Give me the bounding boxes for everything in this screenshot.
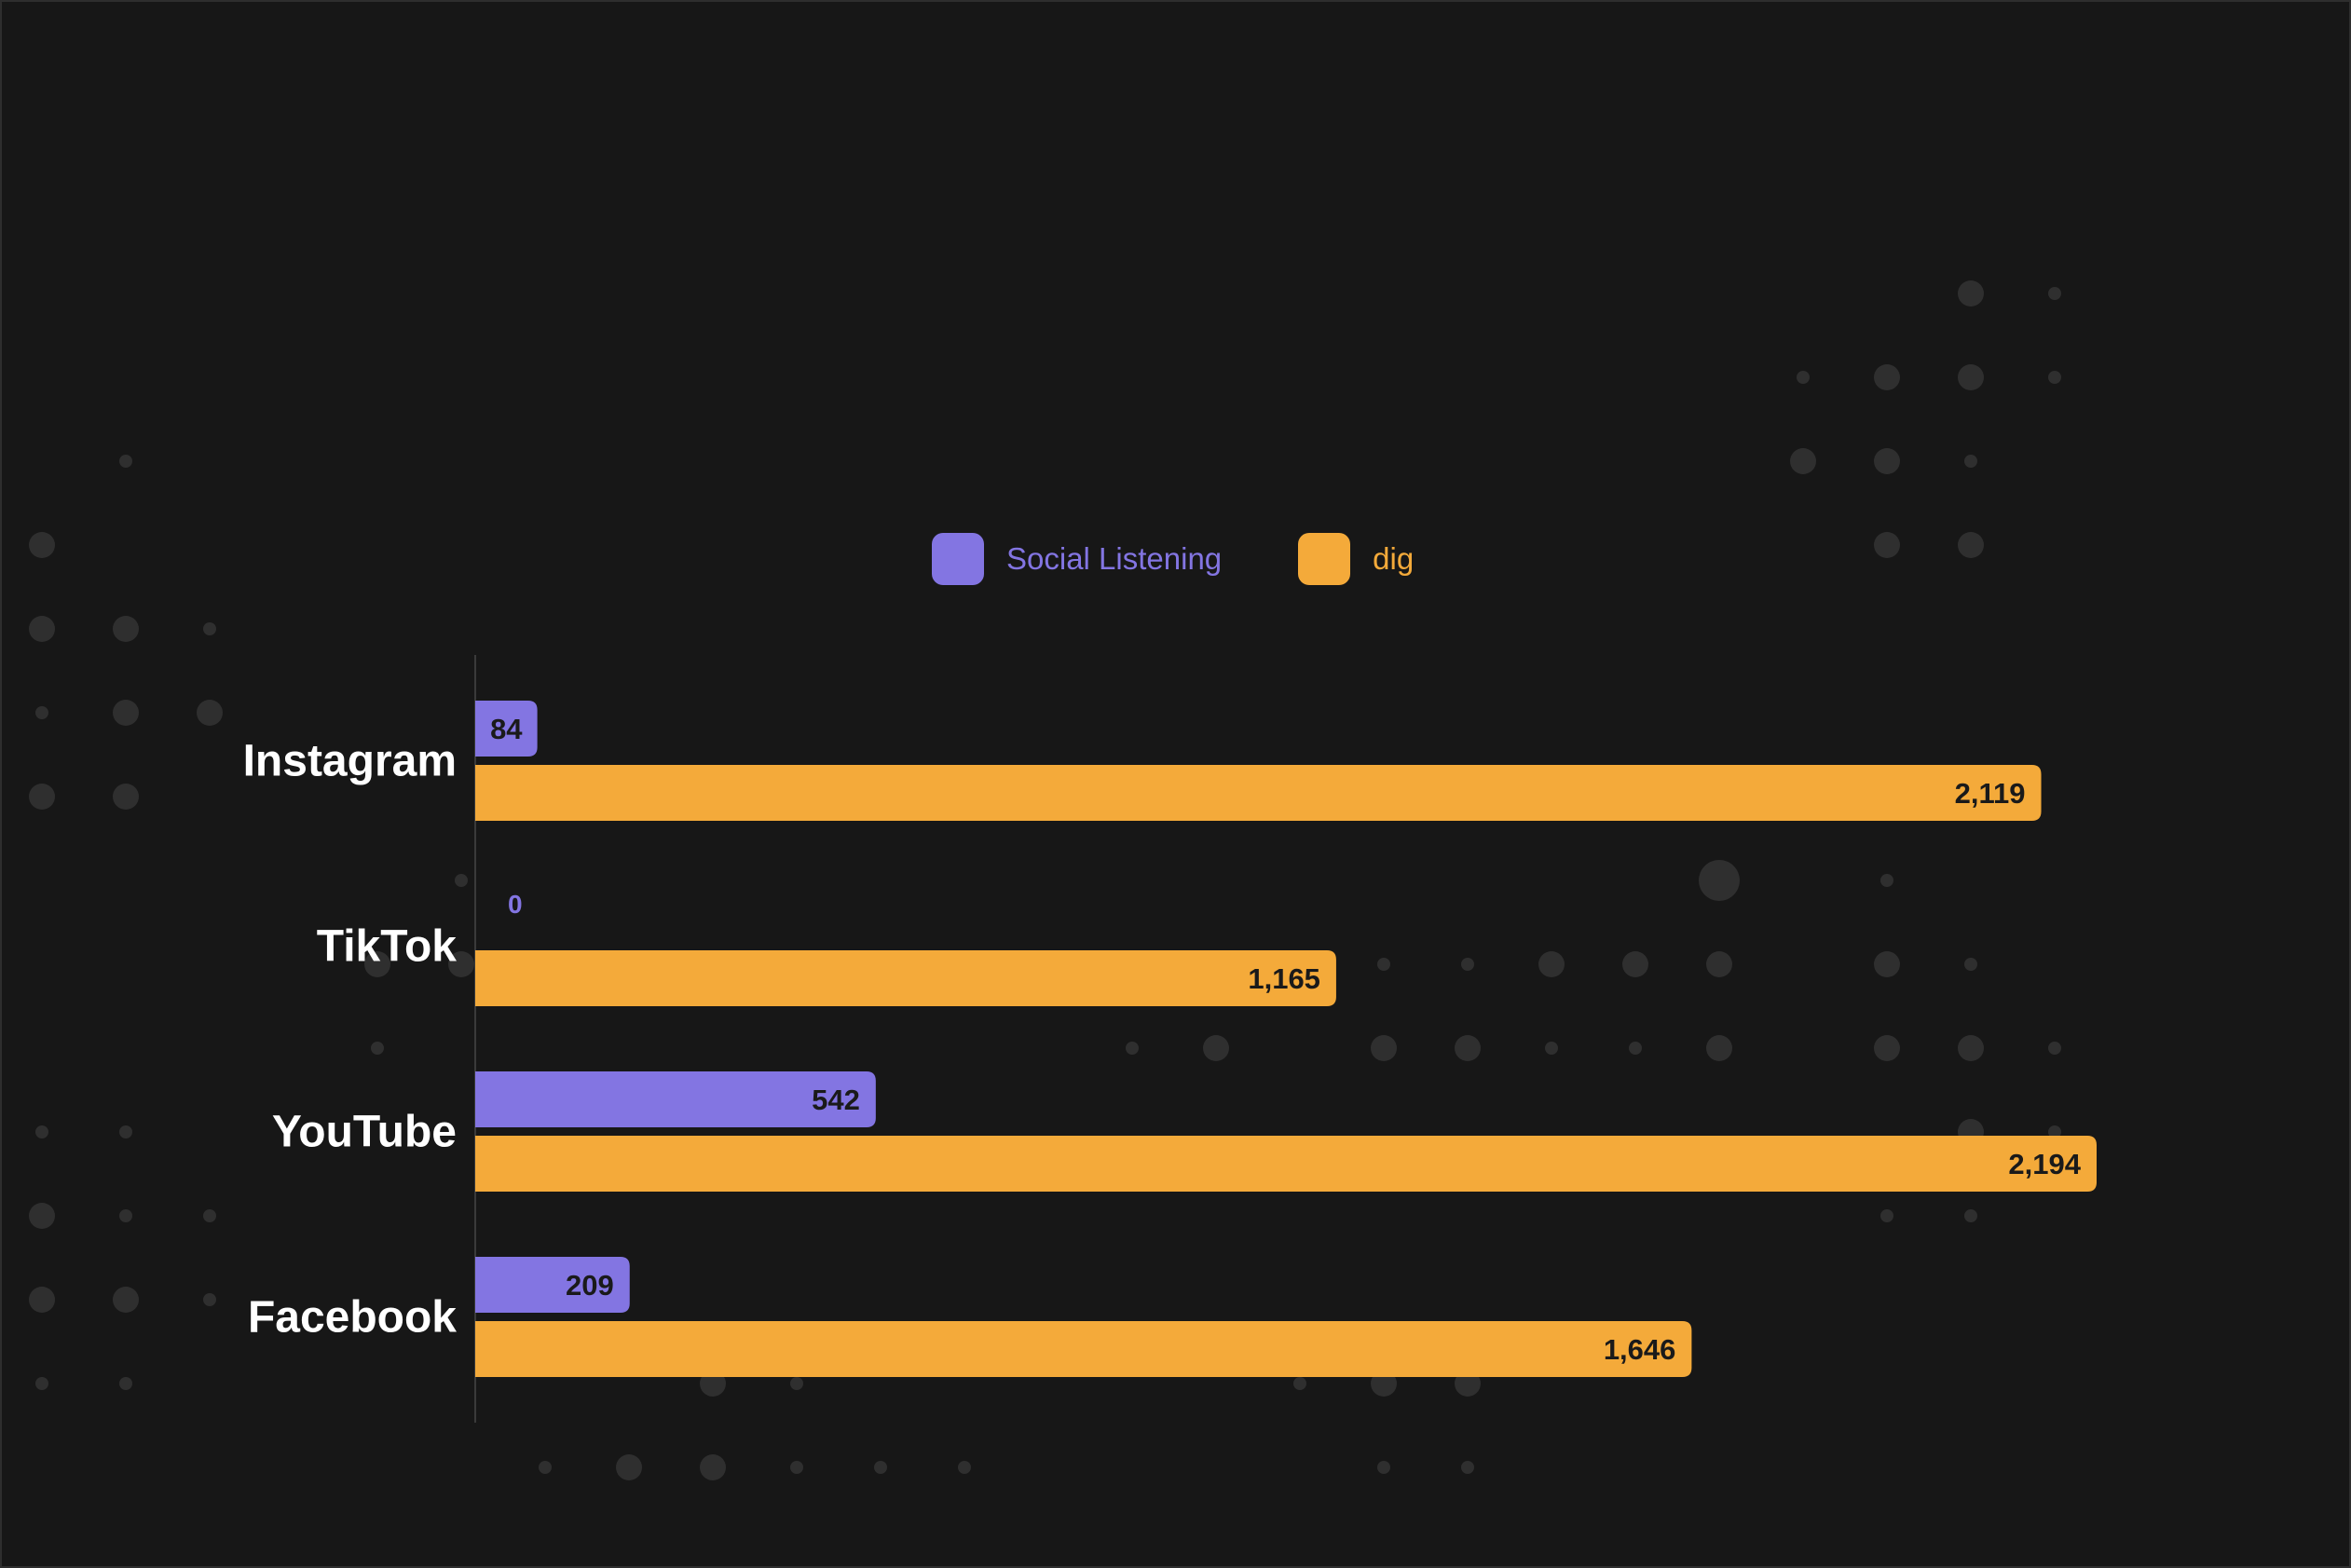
category-label-tiktok: TikTok [317,922,458,972]
legend-label-social-listening: Social Listening [1006,541,1223,576]
value-label-dig-youtube: 2,194 [2008,1148,2081,1180]
background-dot [119,455,132,468]
background-dot [29,532,55,558]
background-dot [448,951,474,977]
background-dot [1958,280,1984,307]
background-dot [35,706,48,719]
background-dot [1371,1035,1397,1061]
legend-item-dig[interactable]: dig [1298,533,1414,585]
bar-dig-youtube[interactable] [475,1136,2097,1192]
legend-swatch-dig [1298,533,1351,585]
background-dot [790,1377,803,1390]
value-label-social-listening-facebook: 209 [566,1269,614,1302]
background-dot [1874,448,1900,474]
legend-swatch-social-listening [932,533,984,585]
background-dot [1203,1035,1229,1061]
background-dot [1958,364,1984,390]
background-dot [1964,958,1977,971]
background-dot [1622,951,1648,977]
background-dot [29,1203,55,1229]
value-label-social-listening-tiktok: 0 [508,890,523,919]
background-dot [1964,1209,1977,1222]
category-label-instagram: Instagram [243,737,457,786]
background-dot [29,1287,55,1313]
background-dot [2048,1125,2061,1139]
background-dot [1797,371,1810,384]
background-dot [539,1461,552,1474]
background-dot [35,1377,48,1390]
background-dot [1545,1042,1558,1055]
background-dot [203,1209,216,1222]
category-label-facebook: Facebook [248,1293,457,1343]
background-dot [616,1454,642,1480]
category-label-youtube: YouTube [272,1108,457,1157]
background-dot [1874,364,1900,390]
background-dot [1538,951,1565,977]
background-dot [119,1125,132,1139]
bar-social-listening-facebook[interactable] [475,1257,630,1313]
bar-dig-instagram[interactable] [475,765,2042,821]
bar-social-listening-instagram[interactable] [475,701,538,757]
background-dot [1706,951,1732,977]
background-dot [1461,958,1474,971]
background-dot [1455,1035,1481,1061]
background-dot [700,1454,726,1480]
background-dot [1706,1035,1732,1061]
background-dot [2048,1042,2061,1055]
background-dot [455,874,468,887]
value-label-dig-facebook: 1,646 [1604,1333,1676,1366]
value-label-social-listening-instagram: 84 [490,713,523,745]
background-dot [197,700,223,726]
background-dot [2048,371,2061,384]
background-dot [1126,1042,1139,1055]
bar-dig-facebook[interactable] [475,1321,1692,1377]
background-dot [1880,1209,1893,1222]
background-dot [2048,287,2061,300]
background-dot [1880,874,1893,887]
background-dot [1958,1035,1984,1061]
background-dot [119,1209,132,1222]
background-dot [1874,532,1900,558]
background-dot [1874,1035,1900,1061]
value-label-dig-tiktok: 1,165 [1248,962,1320,995]
background-dot [119,1377,132,1390]
background-dot [364,951,390,977]
background-dot [203,622,216,635]
background-dot [29,616,55,642]
background-dot [113,1287,139,1313]
background-dot [29,784,55,810]
background-dot [874,1461,887,1474]
background-dot [35,1125,48,1139]
background-dot [1790,448,1816,474]
legend-label-dig: dig [1373,541,1415,576]
background-dot [790,1461,803,1474]
background-dot [203,1293,216,1306]
background-dot [1964,455,1977,468]
background-dot [1377,958,1390,971]
background-dot [113,784,139,810]
background-dot [371,1042,384,1055]
background-dot [1874,951,1900,977]
value-label-social-listening-youtube: 542 [812,1084,860,1116]
background-dot [1461,1461,1474,1474]
background-dot [1377,1461,1390,1474]
background-dot [1293,1377,1306,1390]
value-label-dig-instagram: 2,119 [1955,777,2026,810]
bar-social-listening-youtube[interactable] [475,1071,876,1127]
background-dot [113,616,139,642]
background-dot [1699,860,1740,901]
legend: Social Listening dig [932,533,1490,585]
bar-dig-tiktok[interactable] [475,950,1336,1006]
background-dot [1629,1042,1642,1055]
background-dot [113,700,139,726]
background-dot [958,1461,971,1474]
background-dot [1958,532,1984,558]
legend-item-social-listening[interactable]: Social Listening [932,533,1222,585]
